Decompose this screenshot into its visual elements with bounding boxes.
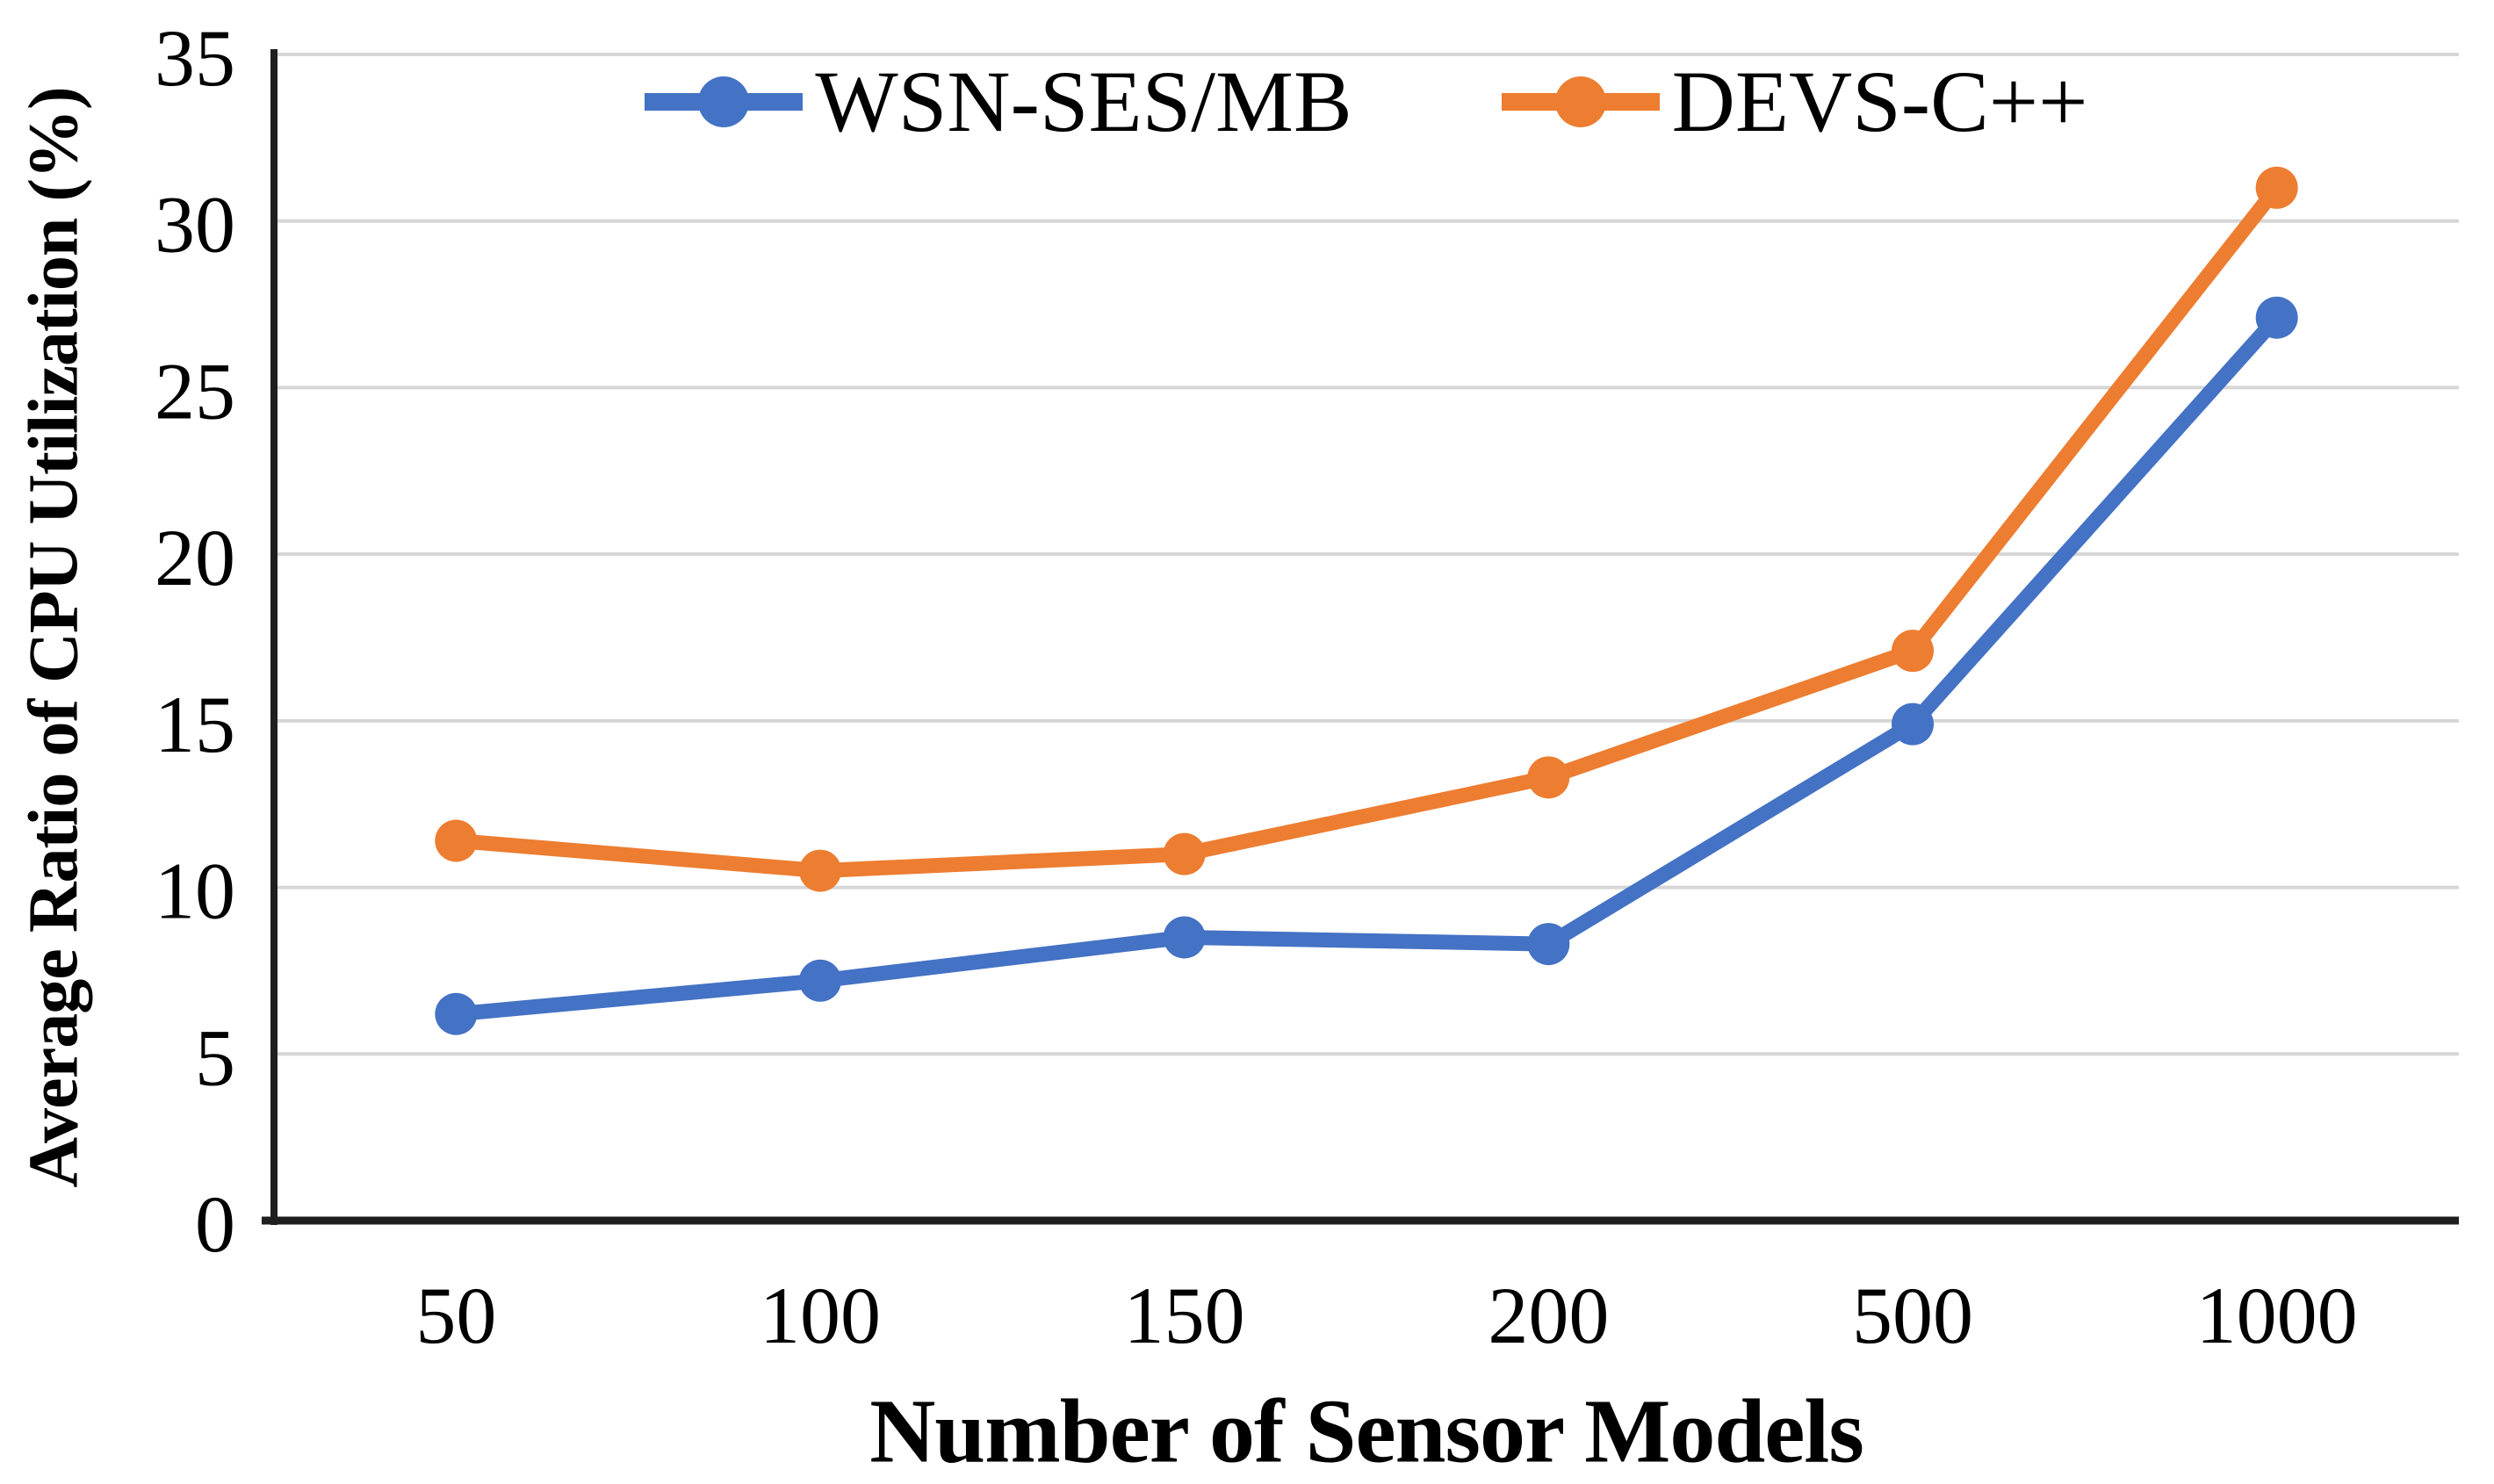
data-point-devs-c (1163, 832, 1206, 875)
y-tick-label: 15 (155, 680, 235, 769)
y-tick-label: 10 (155, 846, 235, 936)
data-point-devs-c (1527, 756, 1570, 799)
data-point-wsn-ses-mb (1892, 702, 1934, 746)
x-tick-label: 50 (415, 1271, 496, 1360)
y-tick-label: 25 (155, 346, 235, 436)
data-point-devs-c (799, 849, 841, 892)
x-tick-label: 500 (1852, 1271, 1973, 1360)
data-point-devs-c (435, 819, 478, 862)
series-line-devs-c (448, 180, 2285, 879)
data-point-devs-c (2255, 166, 2298, 209)
data-point-wsn-ses-mb (435, 992, 478, 1035)
y-axis-title: Average Ratio of CPU Utilization (%) (15, 87, 93, 1188)
x-tick-label: 150 (1124, 1271, 1245, 1360)
data-point-devs-c (1892, 630, 1934, 673)
x-axis-title: Number of Sensor Models (869, 1380, 1864, 1482)
series-line-wsn-ses-mb (448, 310, 2285, 1022)
data-point-wsn-ses-mb (1163, 916, 1206, 959)
data-point-wsn-ses-mb (2255, 296, 2298, 339)
data-point-wsn-ses-mb (1527, 923, 1570, 966)
x-tick-label: 100 (760, 1271, 881, 1360)
x-tick-label: 200 (1488, 1271, 1609, 1360)
y-tick-label: 30 (155, 180, 235, 270)
x-tick-label: 1000 (2196, 1271, 2358, 1360)
data-point-wsn-ses-mb (799, 959, 841, 1002)
y-tick-label: 0 (195, 1179, 235, 1269)
y-tick-label: 20 (155, 513, 235, 602)
y-tick-label: 5 (195, 1012, 235, 1102)
y-tick-label: 35 (155, 13, 235, 103)
